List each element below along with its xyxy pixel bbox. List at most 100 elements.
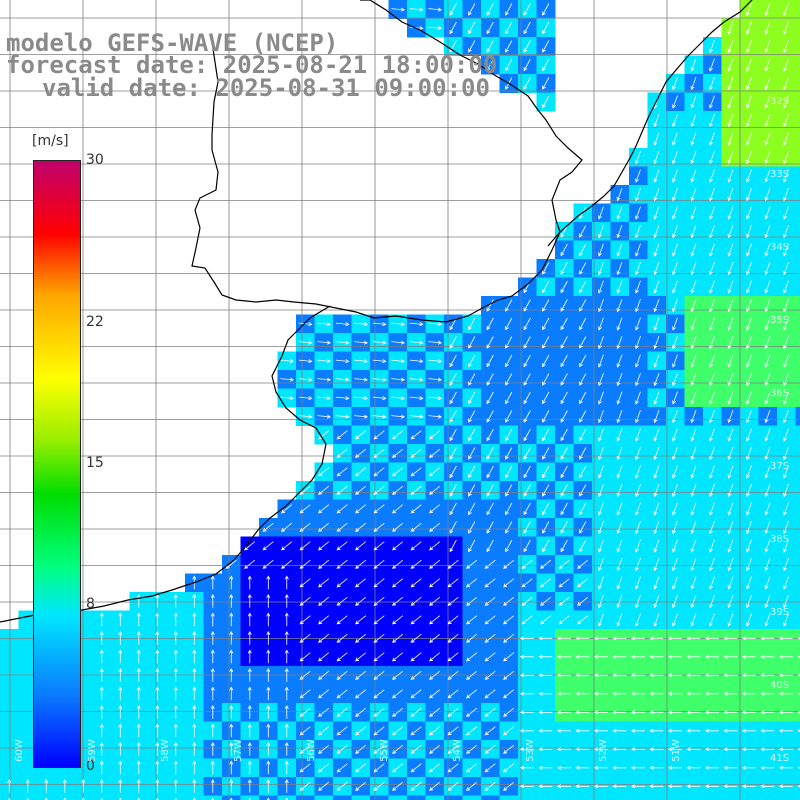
wind-cell bbox=[555, 795, 574, 800]
wind-arrow bbox=[667, 710, 682, 715]
wind-arrow bbox=[783, 391, 789, 405]
wind-arrow bbox=[672, 317, 678, 331]
wind-cell bbox=[795, 666, 800, 685]
wind-arrow bbox=[612, 747, 627, 752]
wind-arrow bbox=[229, 593, 234, 608]
wind-arrow bbox=[392, 541, 404, 551]
wind-arrow bbox=[247, 649, 252, 664]
wind-arrow bbox=[727, 150, 734, 165]
wind-arrow bbox=[783, 502, 789, 516]
wind-arrow bbox=[449, 502, 457, 516]
wind-arrow bbox=[298, 396, 313, 401]
wind-arrow bbox=[118, 778, 123, 793]
wind-arrow bbox=[542, 428, 550, 442]
wind-arrow bbox=[523, 410, 531, 423]
wind-arrow bbox=[709, 409, 715, 424]
wind-arrow bbox=[560, 243, 568, 257]
wind-arrow bbox=[449, 539, 457, 553]
wind-arrow bbox=[723, 765, 738, 770]
wind-arrow bbox=[579, 447, 587, 460]
wind-cell bbox=[259, 795, 278, 800]
wind-arrow bbox=[709, 113, 715, 128]
wind-arrow bbox=[778, 728, 793, 733]
wind-arrow bbox=[210, 667, 215, 682]
wind-cell bbox=[795, 0, 800, 19]
wind-arrow bbox=[505, 58, 513, 72]
wind-arrow bbox=[690, 576, 697, 590]
wind-arrow bbox=[672, 594, 678, 609]
wind-arrow bbox=[391, 340, 406, 345]
wind-arrow bbox=[593, 728, 608, 733]
wind-arrow bbox=[672, 76, 678, 91]
wind-arrow bbox=[392, 559, 404, 569]
wind-arrow bbox=[630, 673, 645, 678]
wind-arrow bbox=[299, 633, 311, 643]
wind-arrow bbox=[503, 744, 515, 754]
wind-arrow bbox=[136, 630, 141, 645]
wind-arrow bbox=[542, 410, 550, 423]
wind-arrow bbox=[667, 691, 682, 696]
wind-arrow bbox=[727, 113, 734, 128]
wind-arrow bbox=[229, 760, 234, 775]
wind-arrow bbox=[741, 691, 756, 696]
wind-arrow bbox=[741, 710, 756, 715]
wind-arrow bbox=[540, 559, 552, 569]
wind-arrow bbox=[542, 317, 550, 331]
wind-cell bbox=[185, 795, 204, 800]
wind-arrow bbox=[727, 76, 734, 91]
wind-arrow bbox=[428, 377, 443, 382]
wind-cell bbox=[203, 795, 223, 800]
lon-label: 55W bbox=[378, 739, 390, 762]
wind-arrow bbox=[280, 359, 295, 364]
wind-arrow bbox=[173, 593, 178, 608]
wind-arrow bbox=[429, 633, 441, 643]
wind-arrow bbox=[484, 670, 496, 680]
wind-arrow bbox=[519, 728, 534, 733]
wind-arrow bbox=[391, 359, 406, 364]
wind-arrow bbox=[667, 636, 682, 641]
wind-arrow bbox=[556, 728, 571, 733]
wind-arrow bbox=[635, 502, 641, 516]
wind-arrow bbox=[429, 707, 441, 717]
wind-arrow bbox=[542, 299, 550, 312]
wind-arrow bbox=[560, 299, 568, 312]
wind-arrow bbox=[211, 797, 215, 800]
wind-arrow bbox=[468, 465, 476, 479]
wind-arrow bbox=[447, 596, 459, 606]
wind-arrow bbox=[760, 691, 775, 696]
wind-arrow bbox=[649, 673, 664, 678]
wind-arrow bbox=[672, 335, 678, 350]
wind-arrow bbox=[709, 58, 715, 72]
wind-arrow bbox=[336, 689, 348, 699]
wind-arrow bbox=[741, 747, 756, 752]
wind-arrow bbox=[336, 633, 348, 643]
wind-arrow bbox=[523, 428, 531, 442]
wind-arrow bbox=[355, 689, 367, 699]
wind-arrow bbox=[229, 612, 234, 627]
wind-arrow bbox=[486, 428, 494, 442]
wind-arrow bbox=[593, 636, 608, 641]
wind-arrow bbox=[783, 58, 789, 72]
wind-arrow bbox=[173, 760, 178, 775]
wind-arrow bbox=[616, 391, 623, 405]
wind-arrow bbox=[667, 765, 682, 770]
wind-arrow bbox=[410, 763, 422, 773]
wind-arrow bbox=[556, 636, 571, 641]
wind-arrow bbox=[229, 741, 234, 756]
wind-arrow bbox=[598, 576, 604, 590]
wind-arrow bbox=[244, 559, 256, 569]
wind-arrow bbox=[318, 559, 330, 569]
wind-arrow bbox=[690, 557, 697, 572]
wind-arrow bbox=[741, 636, 756, 641]
wind-arrow bbox=[616, 372, 623, 387]
wind-arrow bbox=[247, 630, 252, 645]
wind-arrow bbox=[616, 594, 623, 609]
wind-arrow bbox=[709, 150, 715, 165]
wind-arrow bbox=[672, 224, 678, 239]
wind-arrow bbox=[783, 335, 789, 350]
wind-arrow bbox=[229, 723, 234, 738]
wind-arrow bbox=[746, 502, 752, 516]
wind-arrow bbox=[354, 414, 369, 419]
wind-arrow bbox=[354, 322, 369, 327]
wind-arrow bbox=[616, 187, 623, 202]
